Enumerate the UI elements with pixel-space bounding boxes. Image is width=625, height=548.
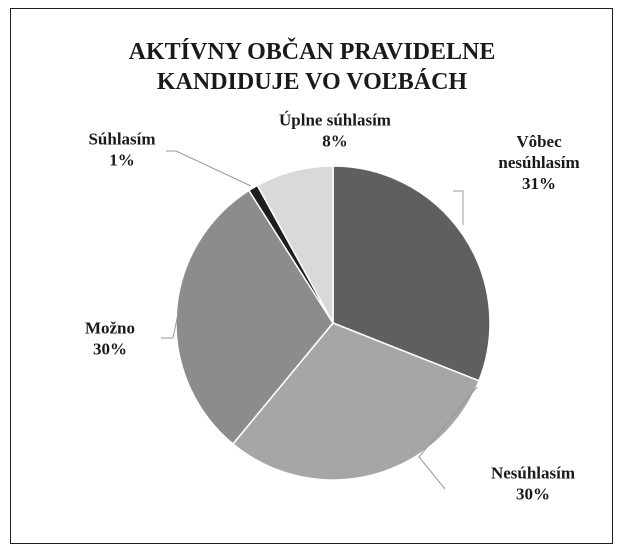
slice-category-label: Možno — [85, 319, 135, 338]
pie-slice — [231, 322, 480, 481]
slice-category-label: Vôbec — [516, 132, 562, 151]
slice-percent-label: 8% — [322, 132, 348, 151]
slice-category-label: Úplne súhlasím — [279, 111, 391, 130]
slice-percent-label: 30% — [93, 340, 127, 359]
leader-line — [161, 308, 180, 339]
pie-slice — [256, 165, 334, 324]
pie-slice — [175, 189, 334, 446]
leader-lines — [161, 150, 478, 490]
slice-category-label: Nesúhlasím — [491, 464, 575, 483]
slice-category-label: nesúhlasím — [498, 153, 579, 172]
leader-line — [166, 150, 252, 187]
leader-line — [453, 190, 464, 225]
pie-slices — [175, 165, 491, 481]
leader-line — [418, 386, 478, 490]
slice-percent-label: 1% — [109, 151, 135, 170]
pie-slice — [332, 165, 491, 382]
slice-labels: Vôbec nesúhlasím 31% Nesúhlasím 30% Možno 30% S… — [85, 111, 580, 504]
chart-frame: AKTÍVNY OBČAN PRAVIDELNE KANDIDUJE VO VO… — [10, 8, 613, 544]
pie-chart: AKTÍVNY OBČAN PRAVIDELNE KANDIDUJE VO VO… — [85, 38, 580, 504]
slice-percent-label: 31% — [522, 174, 556, 193]
chart-title-line-1: AKTÍVNY OBČAN PRAVIDELNE — [129, 38, 496, 65]
slice-percent-label: 30% — [516, 485, 550, 504]
slice-category-label: Súhlasím — [88, 130, 155, 149]
chart-title-line-2: KANDIDUJE VO VOĽBÁCH — [157, 69, 468, 95]
